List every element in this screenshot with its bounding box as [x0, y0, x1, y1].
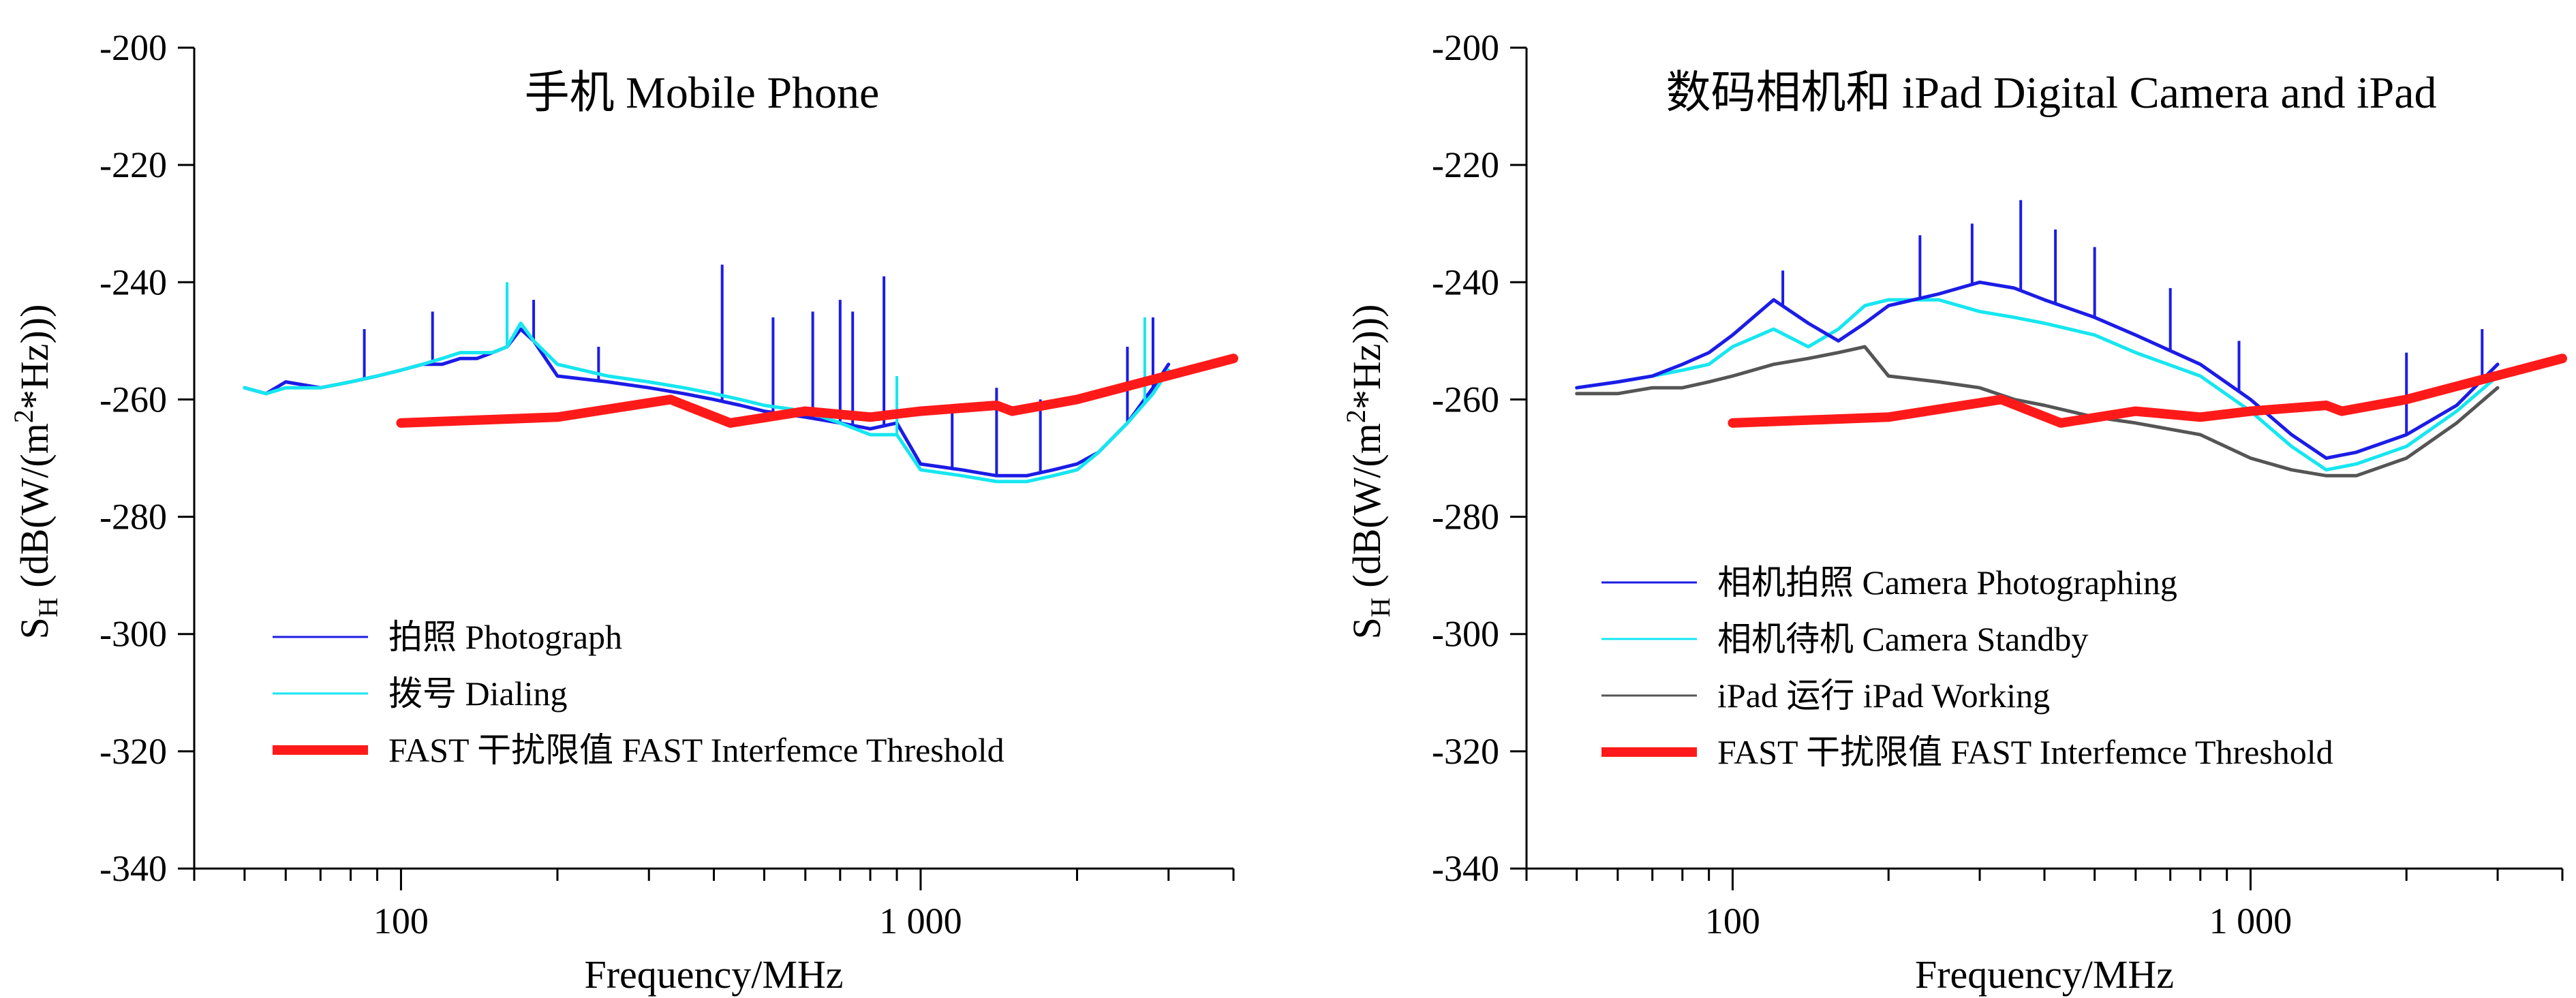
y-tick-label: -340 [1432, 848, 1499, 889]
y-tick-label: -240 [99, 262, 167, 302]
x-axis-label: Frequency/MHz [584, 952, 843, 997]
series-camera-standby-line [1575, 298, 2500, 472]
x-tick-label: 100 [373, 901, 429, 941]
series-camera-photographing-line [1575, 280, 2500, 460]
x-tick-label: 1 000 [2209, 901, 2293, 941]
series-fast-fast-interfemce-threshold-line [1728, 354, 2567, 428]
legend-label: 拍照 Photograph [388, 618, 622, 656]
y-axis-label: SH (dB(W/(m2*Hz))) [1340, 305, 1396, 640]
series-fast-fast-interfemce-threshold-line [396, 354, 1238, 428]
legend-label: FAST 干扰限值 FAST Interfemce Threshold [1717, 733, 2333, 771]
series-fast-fast-interfemce-threshold [396, 354, 1238, 428]
chart-title: 手机 Mobile Phone [525, 68, 880, 118]
y-axis-label: SH (dB(W/(m2*Hz))) [8, 305, 63, 640]
series-photograph-line [243, 327, 1171, 478]
y-tick-label: -260 [99, 379, 167, 420]
legend-label: iPad 运行 iPad Working [1717, 676, 2050, 715]
legend-label: 相机拍照 Camera Photographing [1717, 563, 2177, 602]
series-photograph [243, 264, 1171, 478]
series-camera-standby [1575, 298, 2500, 472]
y-tick-label: -340 [99, 848, 167, 889]
y-tick-label: -220 [99, 144, 167, 185]
y-tick-label: -200 [99, 27, 167, 68]
y-tick-label: -240 [1432, 262, 1499, 302]
x-axis-label: Frequency/MHz [1915, 952, 2174, 997]
y-tick-label: -280 [1432, 497, 1499, 537]
series-ipad-ipad-working [1575, 345, 2500, 478]
y-tick-label: -300 [1432, 614, 1499, 655]
chart-title: 数码相机和 iPad Digital Camera and iPad [1666, 68, 2437, 118]
legend-label: 拨号 Dialing [388, 674, 567, 713]
y-tick-label: -320 [99, 731, 167, 772]
y-tick-label: -280 [99, 497, 167, 537]
series-ipad-ipad-working-line [1575, 345, 2500, 478]
series-dialing [243, 282, 1171, 484]
y-tick-label: -200 [1432, 27, 1499, 68]
y-tick-label: -320 [1432, 731, 1499, 772]
y-tick-label: -300 [99, 614, 167, 655]
series-camera-photographing [1575, 200, 2500, 460]
y-tick-label: -260 [1432, 379, 1499, 420]
y-tick-label: -220 [1432, 144, 1499, 185]
series-dialing-line [243, 322, 1171, 484]
legend-label: FAST 干扰限值 FAST Interfemce Threshold [388, 731, 1005, 769]
x-tick-label: 100 [1705, 901, 1760, 941]
x-tick-label: 1 000 [879, 901, 962, 941]
series-fast-fast-interfemce-threshold [1728, 354, 2567, 428]
panel-camera-ipad: -200 -220 -240 -260 -280 -300 -320 -340 100 1 000… [1340, 27, 2567, 997]
legend-label: 相机待机 Camera Standby [1717, 620, 2088, 658]
panel-mobile-phone: -200 -220 -240 -260 -280 -300 -320 -340 100 1 000… [8, 27, 1238, 997]
